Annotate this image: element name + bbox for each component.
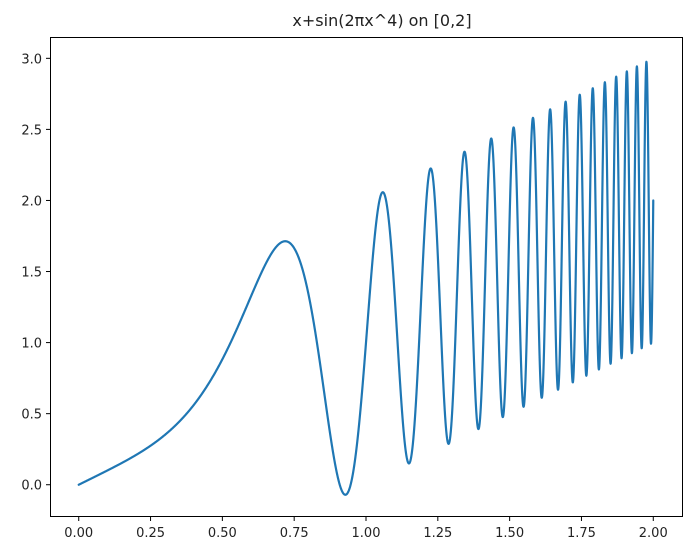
- plot-frame: [50, 37, 683, 517]
- x-tick-label: 0.75: [280, 526, 309, 541]
- x-tick-label: 1.00: [352, 526, 381, 541]
- chart-title: x+sin(2πx^4) on [0,2]: [292, 11, 471, 30]
- x-tick-label: 1.50: [495, 526, 524, 541]
- y-tick-label: 3.0: [21, 52, 42, 67]
- y-axis: 0.0 0.5 1.0 1.5 2.0 2.5 3.0: [21, 52, 51, 494]
- x-tick-label: 0.00: [64, 526, 93, 541]
- y-tick-label: 0.0: [21, 479, 42, 494]
- series-line: [77, 60, 655, 496]
- y-tick-label: 1.5: [21, 266, 42, 281]
- x-tick-label: 0.50: [208, 526, 237, 541]
- x-tick-label: 0.25: [136, 526, 165, 541]
- y-tick-label: 1.0: [21, 337, 42, 352]
- x-tick-label: 2.00: [639, 526, 668, 541]
- y-tick-label: 0.5: [21, 408, 42, 423]
- plot-area: [77, 60, 655, 496]
- x-tick-label: 1.75: [567, 526, 596, 541]
- y-tick-label: 2.5: [21, 123, 42, 138]
- x-tick-label: 1.25: [423, 526, 452, 541]
- y-tick-label: 2.0: [21, 194, 42, 209]
- x-axis: 0.00 0.25 0.50 0.75 1.00 1.25 1.50 1.75 2.00: [64, 516, 668, 541]
